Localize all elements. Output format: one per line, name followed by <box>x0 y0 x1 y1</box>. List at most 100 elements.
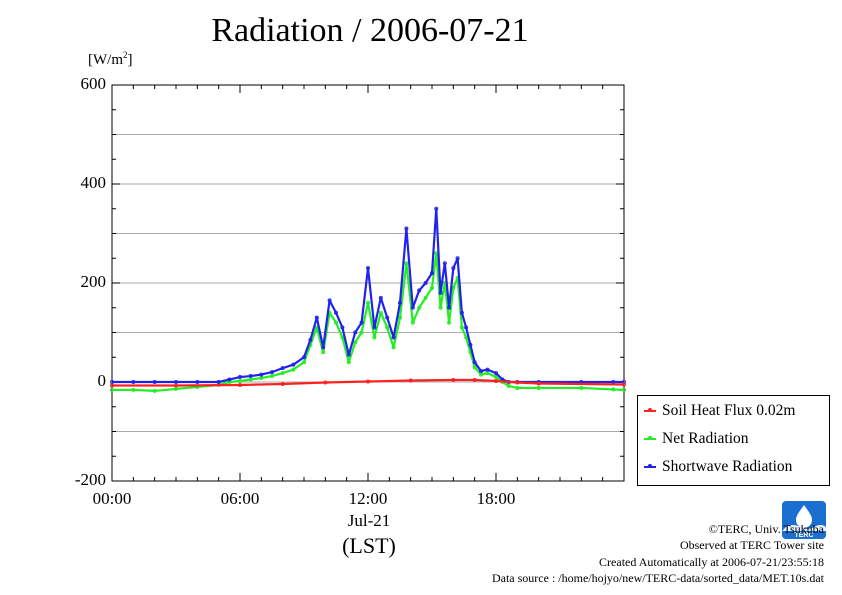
series-2 <box>110 206 627 384</box>
credit-observed: Observed at TERC Tower site <box>679 538 824 552</box>
data-point <box>423 295 428 300</box>
data-point <box>468 342 473 347</box>
data-point <box>404 261 409 266</box>
data-point <box>353 330 358 335</box>
terc-logo: TERC <box>782 501 826 539</box>
data-point <box>372 335 377 340</box>
data-point <box>472 360 477 365</box>
data-point <box>346 352 351 357</box>
x-tick-label: 06:00 <box>220 489 260 508</box>
data-point <box>301 360 306 365</box>
data-point <box>423 280 428 285</box>
data-point <box>291 367 296 372</box>
series-group <box>110 206 627 393</box>
data-point <box>434 206 439 211</box>
y-axis-unit: [W/m2] <box>88 50 133 69</box>
data-point <box>442 261 447 266</box>
legend-label-shortwave: Shortwave Radiation <box>662 458 793 475</box>
data-point <box>397 315 402 320</box>
data-point <box>410 305 415 310</box>
data-point <box>327 298 332 303</box>
data-point <box>506 383 511 388</box>
data-point <box>259 372 264 377</box>
legend-item-net-radiation: Net Radiation <box>644 429 749 449</box>
x-tick-label: 12:00 <box>348 489 388 508</box>
legend-swatch-soil <box>644 408 656 412</box>
data-point <box>346 360 351 365</box>
legend-swatch-shortwave <box>644 464 656 468</box>
legend-label-net: Net Radiation <box>662 430 749 447</box>
credit-created: Created Automatically at 2006-07-21/23:5… <box>599 555 824 569</box>
data-point <box>110 387 115 392</box>
data-point <box>365 379 370 384</box>
data-point <box>438 305 443 310</box>
y-unit-close: ] <box>127 52 133 68</box>
data-point <box>536 381 541 386</box>
y-tick-label: 0 <box>97 371 107 390</box>
y-tick-label: 600 <box>80 74 107 93</box>
data-point <box>459 310 464 315</box>
data-point <box>429 271 434 276</box>
data-point <box>459 325 464 330</box>
data-point <box>464 325 469 330</box>
legend-label-soil: Soil Heat Flux 0.02m <box>662 402 796 419</box>
data-point <box>378 310 383 315</box>
x-date-label: Jul-21 <box>347 511 391 530</box>
data-point <box>152 379 157 384</box>
data-point <box>493 371 498 376</box>
data-point <box>410 320 415 325</box>
data-point <box>280 371 285 376</box>
data-point <box>447 305 452 310</box>
data-point <box>131 387 136 392</box>
data-point <box>333 310 338 315</box>
data-point <box>248 374 253 379</box>
data-point <box>237 379 242 384</box>
data-point <box>429 285 434 290</box>
data-point <box>359 320 364 325</box>
data-point <box>353 340 358 345</box>
data-point <box>321 350 326 355</box>
data-point <box>227 377 232 382</box>
data-point <box>216 379 221 384</box>
data-point <box>301 355 306 360</box>
data-point <box>404 226 409 231</box>
data-point <box>493 379 498 384</box>
data-point <box>195 379 200 384</box>
chart-title: Radiation / 2006-07-21 <box>211 12 529 49</box>
data-point <box>110 383 115 388</box>
data-point <box>611 387 616 392</box>
data-point <box>493 375 498 380</box>
data-point <box>237 382 242 387</box>
legend-item-soil-heat-flux: Soil Heat Flux 0.02m <box>644 401 795 421</box>
data-point <box>385 325 390 330</box>
data-point <box>515 385 520 390</box>
data-point <box>408 378 413 383</box>
data-point <box>314 315 319 320</box>
data-point <box>333 320 338 325</box>
series-line <box>112 378 625 387</box>
data-point <box>269 370 274 375</box>
data-point <box>622 382 627 387</box>
data-point <box>365 300 370 305</box>
y-tick-label: 400 <box>80 173 107 192</box>
data-point <box>340 325 345 330</box>
data-point <box>447 320 452 325</box>
data-point <box>378 295 383 300</box>
data-point <box>451 378 456 383</box>
y-unit-text: [W/m <box>88 52 123 68</box>
data-point <box>391 335 396 340</box>
data-point <box>515 380 520 385</box>
data-point <box>280 366 285 371</box>
series-0 <box>110 378 627 388</box>
data-point <box>485 367 490 372</box>
axis-ticks <box>111 84 625 482</box>
data-point <box>372 325 377 330</box>
data-point <box>323 380 328 385</box>
data-point <box>451 266 456 271</box>
credit-copyright: ©TERC, Univ. Tsukuba <box>708 522 824 536</box>
logo-text: TERC <box>794 532 813 539</box>
data-point <box>622 387 627 392</box>
data-point <box>131 379 136 384</box>
data-point <box>417 288 422 293</box>
x-tick-label: 18:00 <box>476 489 516 508</box>
